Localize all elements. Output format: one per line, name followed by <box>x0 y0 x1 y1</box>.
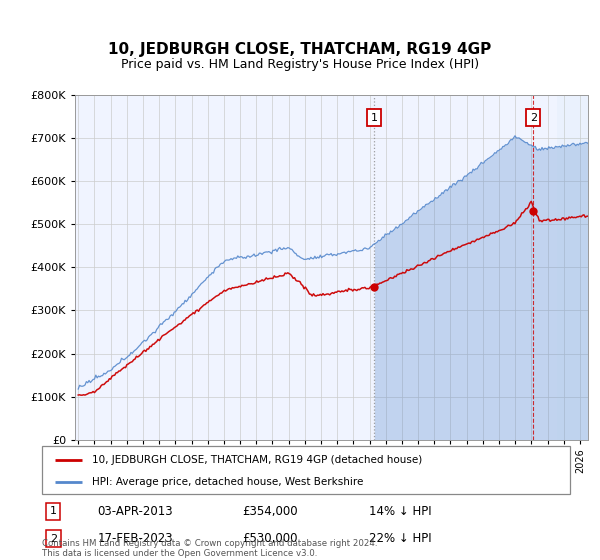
Text: Contains HM Land Registry data © Crown copyright and database right 2024.
This d: Contains HM Land Registry data © Crown c… <box>42 539 377 558</box>
Text: 2: 2 <box>50 534 57 544</box>
Text: 1: 1 <box>370 113 377 123</box>
Text: £354,000: £354,000 <box>242 505 298 517</box>
Text: HPI: Average price, detached house, West Berkshire: HPI: Average price, detached house, West… <box>92 477 364 487</box>
Text: 10, JEDBURGH CLOSE, THATCHAM, RG19 4GP (detached house): 10, JEDBURGH CLOSE, THATCHAM, RG19 4GP (… <box>92 455 422 465</box>
Text: 2: 2 <box>530 113 537 123</box>
FancyBboxPatch shape <box>42 446 570 494</box>
Text: £530,000: £530,000 <box>242 533 298 545</box>
Text: 1: 1 <box>50 506 57 516</box>
Text: 03-APR-2013: 03-APR-2013 <box>97 505 173 517</box>
Text: 14% ↓ HPI: 14% ↓ HPI <box>370 505 432 517</box>
Text: 10, JEDBURGH CLOSE, THATCHAM, RG19 4GP: 10, JEDBURGH CLOSE, THATCHAM, RG19 4GP <box>109 42 491 57</box>
Text: Price paid vs. HM Land Registry's House Price Index (HPI): Price paid vs. HM Land Registry's House … <box>121 58 479 71</box>
Text: 22% ↓ HPI: 22% ↓ HPI <box>370 533 432 545</box>
Text: 17-FEB-2023: 17-FEB-2023 <box>97 533 173 545</box>
